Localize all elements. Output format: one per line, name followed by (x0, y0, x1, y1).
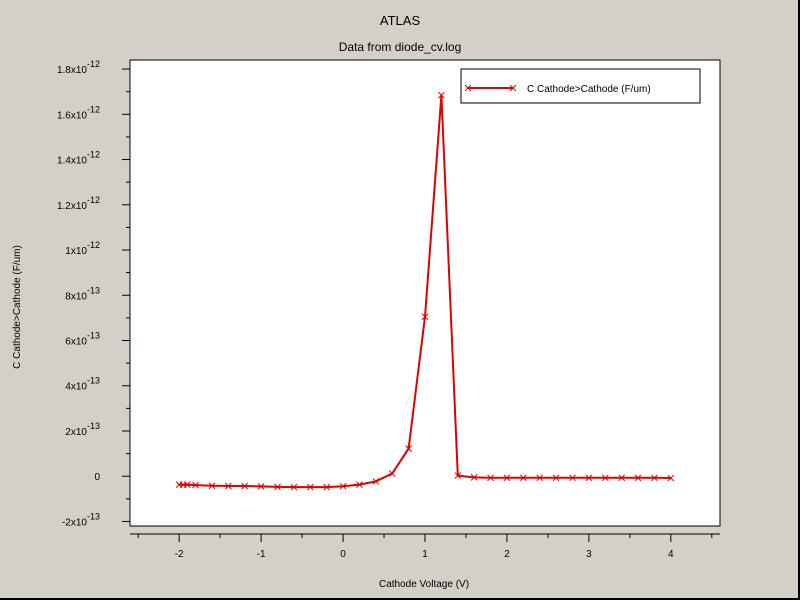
data-point-marker (372, 478, 380, 485)
data-point-marker (470, 474, 478, 481)
data-point-marker (634, 474, 642, 482)
data-point-marker (208, 482, 216, 490)
legend-entry-label: C Cathode>Cathode (F/um) (527, 84, 651, 95)
data-point-marker (339, 482, 347, 490)
data-point-marker (290, 483, 298, 491)
data-point-marker (184, 481, 191, 488)
plot-area (129, 59, 721, 527)
series-layer (175, 91, 675, 491)
data-point-marker (667, 474, 675, 482)
y-tick-label: 1.6x10-12 (57, 104, 100, 121)
data-point-marker (257, 483, 265, 490)
x-axis: -2 -1 0 1 2 3 4 (130, 533, 720, 560)
data-point-marker (569, 474, 576, 482)
legend-marker-end (509, 84, 517, 92)
y-axis: -2x10-13 0 2x10-13 4x10-13 6x10-13 8x10-13 1x1… (57, 59, 130, 528)
data-point-marker (388, 470, 396, 477)
legend: C Cathode>Cathode (F/um) (460, 68, 701, 104)
legend-marker-start (464, 84, 472, 92)
data-point-marker (323, 483, 331, 491)
data-point-marker (356, 481, 363, 488)
y-tick-label: 1.2x10-12 (57, 195, 100, 212)
data-point-marker (192, 481, 199, 489)
y-tick-label: 1.4x10-12 (57, 150, 100, 167)
data-point-marker (405, 445, 412, 452)
y-tick-label: 2x10-13 (65, 421, 100, 438)
data-point-marker (585, 474, 593, 482)
data-point-marker (552, 474, 560, 482)
y-tick-label: 1.8x10-12 (57, 59, 100, 76)
x-tick-label: 0 (340, 549, 346, 560)
x-tick-label: 3 (586, 549, 592, 560)
y-tick-label: 4x10-13 (65, 376, 100, 393)
y-tick-label: -2x10-13 (62, 511, 100, 528)
x-tick-label: -1 (257, 549, 266, 560)
data-point-marker (438, 91, 445, 99)
data-point-marker (536, 474, 544, 482)
data-point-marker (224, 482, 232, 490)
data-point-marker (503, 474, 511, 482)
data-point-marker (241, 482, 249, 490)
x-tick-label: 2 (504, 549, 510, 560)
data-point-marker (487, 474, 494, 482)
chart-subtitle: Data from diode_cv.log (339, 40, 462, 54)
data-point-marker (651, 474, 658, 482)
data-point-marker (519, 474, 527, 482)
y-axis-label: C Cathode>Cathode (F/um) (12, 245, 23, 369)
x-tick-label: 4 (668, 549, 674, 560)
data-point-marker (618, 474, 626, 482)
data-point-marker (274, 483, 281, 491)
chart-title: ATLAS (380, 13, 421, 28)
data-point-marker (601, 474, 609, 482)
data-point-marker (306, 483, 314, 491)
data-point-marker (454, 472, 462, 479)
y-tick-label: 6x10-13 (65, 331, 100, 348)
y-tick-label: 1x10-12 (65, 240, 100, 257)
x-tick-label: 1 (422, 549, 428, 560)
legend-box (460, 68, 701, 104)
data-point-marker (421, 313, 429, 321)
x-tick-label: -2 (175, 549, 184, 560)
y-tick-label: 0 (94, 472, 100, 483)
x-axis-label: Cathode Voltage (V) (379, 579, 469, 590)
y-tick-label: 8x10-13 (65, 285, 100, 302)
